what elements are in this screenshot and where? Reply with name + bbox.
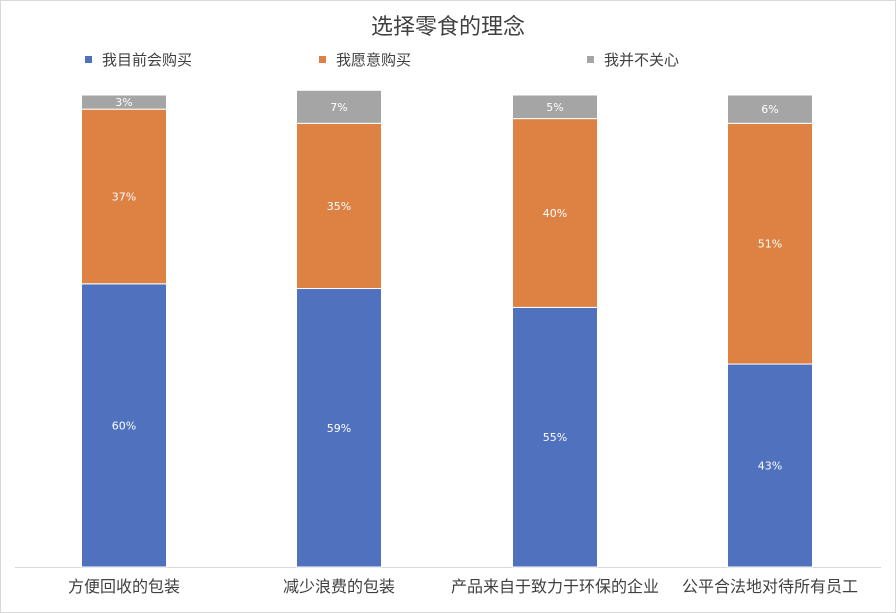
legend-swatch-dont-care [587,56,594,63]
data-label-dont-care-3: 6% [761,103,778,116]
data-label-current-buy-1: 59% [327,422,351,435]
bar-segment-current-buy-2 [512,306,598,568]
data-label-current-buy-3: 43% [758,460,782,473]
bar-segment-dont-care-0 [81,94,167,110]
category-label-0: 方便回收的包装 [68,577,180,596]
bar-segment-current-buy-1 [296,288,382,568]
legend-label-dont-care: 我并不关心 [604,51,680,69]
category-label-2: 产品来自于致力于环保的企业 [451,577,659,596]
data-label-willing-buy-3: 51% [758,238,782,251]
legend-label-willing-buy: 我愿意购买 [336,51,412,69]
data-label-dont-care-2: 5% [546,101,563,114]
category-label-3: 公平合法地对待所有员工 [682,577,858,596]
category-label-1: 减少浪费的包装 [283,577,395,596]
data-label-current-buy-0: 60% [112,419,136,432]
data-label-willing-buy-0: 37% [112,190,136,203]
data-label-willing-buy-2: 40% [543,207,567,220]
legend-item-willing-buy: 我愿意购买 [319,49,411,70]
data-label-current-buy-2: 55% [543,431,567,444]
legend-item-dont-care: 我并不关心 [587,49,679,70]
bar-segment-dont-care-1 [296,89,382,124]
bar-segment-willing-buy-0 [81,108,167,285]
data-label-dont-care-1: 7% [330,101,347,114]
bar-segment-willing-buy-1 [296,122,382,290]
bar-segment-willing-buy-3 [727,122,813,365]
bar-segment-current-buy-3 [727,363,813,568]
legend-swatch-willing-buy [319,56,326,63]
chart-title: 选择零食的理念 [370,15,525,40]
data-label-dont-care-0: 3% [115,96,132,109]
bar-segment-dont-care-2 [512,94,598,120]
bar-segment-dont-care-3 [727,94,813,124]
bar-segment-willing-buy-2 [512,118,598,308]
data-label-willing-buy-1: 35% [327,200,351,213]
legend-swatch-current-buy [85,56,92,63]
legend: 我目前会购买 我愿意购买 我并不关心 [1,49,895,73]
legend-label-current-buy: 我目前会购买 [102,51,193,69]
legend-item-current-buy: 我目前会购买 [85,49,192,70]
